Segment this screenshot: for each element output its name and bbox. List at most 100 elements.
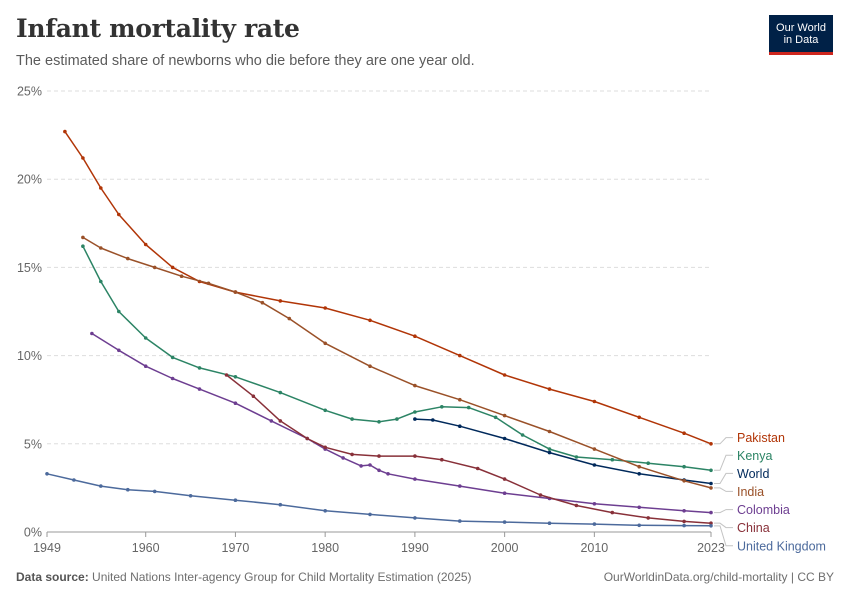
- series-line-india: [82, 236, 712, 489]
- x-tick-label: 1990: [401, 541, 429, 555]
- data-point-colombia: [458, 484, 462, 488]
- data-point-kenya: [574, 455, 579, 459]
- data-point-united-kingdom: [592, 522, 597, 526]
- label-connector-colombia: [714, 509, 733, 514]
- owid-logo[interactable]: Our World in Data: [769, 15, 833, 55]
- data-point-china: [251, 394, 256, 399]
- data-point-kenya: [646, 461, 650, 466]
- data-point-kenya: [117, 309, 121, 314]
- data-point-pakistan: [458, 353, 462, 358]
- data-point-colombia: [117, 348, 121, 353]
- url-license-link[interactable]: OurWorldinData.org/child-mortality | CC …: [603, 570, 834, 584]
- data-point-pakistan: [63, 129, 67, 134]
- data-point-united-kingdom: [458, 519, 462, 523]
- x-tick-label: 2010: [580, 541, 608, 555]
- series-label-united-kingdom[interactable]: United Kingdom: [737, 539, 826, 553]
- data-point-kenya: [682, 464, 686, 469]
- data-point-colombia: [90, 331, 94, 336]
- series-line-china: [226, 374, 712, 524]
- series-china[interactable]: [224, 373, 713, 525]
- data-point-pakistan: [117, 212, 121, 217]
- chart-subtitle: The estimated share of newborns who die …: [16, 53, 475, 69]
- series-line-world: [414, 418, 712, 485]
- data-point-india: [682, 479, 686, 483]
- gridlines: [47, 90, 711, 445]
- data-source-text: United Nations Inter-agency Group for Ch…: [92, 570, 472, 584]
- series-label-world[interactable]: World: [737, 467, 769, 481]
- data-source-note: Data source: United Nations Inter-agency…: [16, 570, 472, 584]
- data-point-china: [709, 521, 713, 525]
- y-tick-label: 15%: [17, 261, 42, 275]
- series-line-united-kingdom: [46, 473, 712, 527]
- x-tick-label: 1960: [132, 541, 160, 555]
- x-tick-label: 2000: [491, 541, 519, 555]
- series-india[interactable]: [81, 235, 713, 490]
- series-label-pakistan[interactable]: Pakistan: [737, 431, 785, 445]
- data-point-india: [709, 486, 713, 490]
- y-tick-label: 20%: [17, 173, 42, 187]
- data-point-pakistan: [709, 442, 713, 446]
- data-point-india: [323, 341, 328, 346]
- data-point-india: [206, 281, 211, 286]
- series-label-china[interactable]: China: [737, 521, 770, 535]
- data-point-china: [538, 493, 543, 497]
- series-label-colombia[interactable]: Colombia: [737, 503, 790, 517]
- data-point-india: [502, 413, 507, 418]
- data-point-kenya: [323, 408, 328, 413]
- data-point-united-kingdom: [413, 516, 417, 520]
- data-point-china: [224, 373, 229, 377]
- data-point-pakistan: [278, 299, 283, 303]
- series-label-kenya[interactable]: Kenya: [737, 449, 772, 463]
- data-point-united-kingdom: [233, 498, 238, 503]
- data-point-pakistan: [368, 318, 372, 323]
- label-connector-united-kingdom: [714, 525, 733, 547]
- series-kenya[interactable]: [81, 244, 713, 473]
- data-point-colombia: [709, 510, 713, 515]
- data-point-china: [610, 510, 615, 515]
- data-point-india: [233, 290, 238, 294]
- data-point-india: [637, 464, 641, 469]
- data-point-kenya: [143, 336, 148, 340]
- data-point-kenya: [547, 447, 552, 451]
- data-point-kenya: [278, 390, 283, 395]
- data-point-kenya: [440, 405, 444, 409]
- data-point-colombia: [377, 468, 381, 473]
- series-united-kingdom[interactable]: [45, 472, 713, 528]
- data-point-kenya: [233, 375, 238, 379]
- series-label-india[interactable]: India: [737, 485, 764, 499]
- data-point-pakistan: [637, 415, 641, 420]
- series-colombia[interactable]: [90, 331, 713, 515]
- data-point-united-kingdom: [502, 520, 507, 524]
- data-point-pakistan: [413, 334, 417, 339]
- data-point-india: [413, 383, 417, 388]
- data-point-united-kingdom: [709, 524, 713, 528]
- data-point-kenya: [81, 244, 85, 248]
- data-point-china: [377, 454, 381, 458]
- data-point-china: [502, 477, 507, 481]
- series-line-colombia: [91, 332, 712, 514]
- y-axis-ticks: 0% 5% 10% 15% 20% 25%: [17, 85, 42, 540]
- data-point-pakistan: [502, 373, 507, 377]
- data-point-china: [278, 419, 283, 423]
- logo-line-2: in Data: [783, 33, 819, 46]
- data-point-kenya: [520, 433, 525, 437]
- data-point-pakistan: [547, 387, 552, 391]
- data-point-world: [547, 450, 552, 455]
- data-point-pakistan: [682, 431, 686, 436]
- label-connector-china: [714, 522, 733, 529]
- data-point-kenya: [466, 405, 471, 410]
- data-point-colombia: [682, 509, 686, 513]
- data-point-united-kingdom: [188, 494, 193, 498]
- data-point-united-kingdom: [637, 523, 641, 528]
- data-point-pakistan: [143, 242, 148, 247]
- data-point-kenya: [99, 279, 103, 284]
- data-point-kenya: [493, 415, 498, 420]
- data-point-india: [260, 300, 265, 305]
- x-axis: 1949 1960 1970 1980 1990 2000 2010 2023: [33, 531, 725, 555]
- x-tick-label: 1970: [222, 541, 250, 555]
- series-pakistan[interactable]: [63, 129, 713, 446]
- data-point-colombia: [502, 491, 507, 496]
- data-point-united-kingdom: [72, 478, 76, 482]
- series-labels: Pakistan Kenya World India Colombia China Unit…: [714, 431, 826, 553]
- data-point-pakistan: [592, 399, 597, 404]
